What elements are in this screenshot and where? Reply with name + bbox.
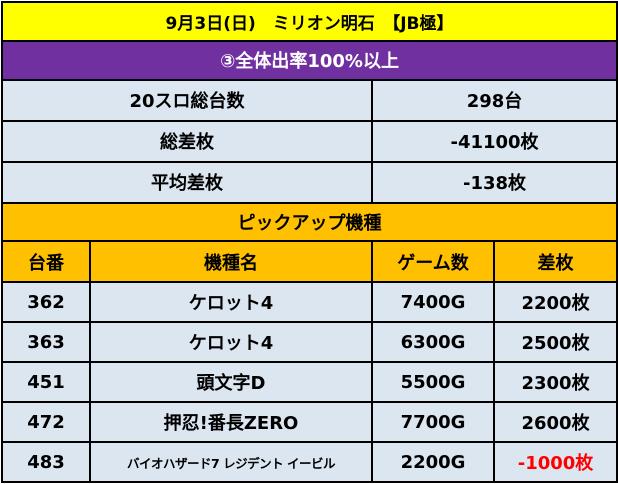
machine-number: 363 (1, 321, 91, 364)
game-count: 5500G (371, 361, 495, 404)
column-header-games: ゲーム数 (371, 240, 495, 284)
stat-label-total-machines: 20スロ総台数 (1, 78, 373, 122)
coin-diff: 2300枚 (492, 361, 618, 404)
column-header-machine: 機種名 (89, 240, 373, 284)
table-row: 483 バイオハザード7 レジデント イービル 2200G -1000枚 (1, 441, 618, 483)
machine-name: ケロット4 (89, 321, 373, 364)
event-row: ③全体出率100%以上 (0, 39, 618, 81)
table-row: 363 ケロット4 6300G 2500枚 (1, 321, 618, 364)
table-row: 362 ケロット4 7400G 2200枚 (1, 281, 618, 324)
stat-label-average-diff: 平均差枚 (1, 160, 373, 204)
coin-diff-negative: -1000枚 (492, 441, 618, 483)
coin-diff: 2200枚 (492, 281, 618, 324)
stat-row: 20スロ総台数 298台 (1, 78, 618, 122)
stat-label-total-diff: 総差枚 (1, 119, 373, 163)
machine-number: 472 (1, 401, 91, 444)
table-row: 472 押忍!番長ZERO 7700G 2600枚 (1, 401, 618, 444)
machine-number: 362 (1, 281, 91, 324)
machine-name: バイオハザード7 レジデント イービル (89, 441, 373, 483)
game-count: 7400G (371, 281, 495, 324)
page-title: 9月3日(日) ミリオン明石 【JB極】 (0, 1, 618, 42)
pickup-title: ピックアップ機種 (0, 201, 618, 243)
title-row: 9月3日(日) ミリオン明石 【JB極】 (0, 1, 618, 42)
game-count: 6300G (371, 321, 495, 364)
coin-diff: 2500枚 (492, 321, 618, 364)
stat-row: 総差枚 -41100枚 (1, 119, 618, 163)
event-label: ③全体出率100%以上 (0, 39, 618, 81)
column-header-row: 台番 機種名 ゲーム数 差枚 (1, 240, 618, 284)
stat-value-total-machines: 298台 (370, 78, 618, 122)
machine-number: 451 (1, 361, 91, 404)
game-count: 2200G (371, 441, 495, 483)
machine-name: 押忍!番長ZERO (89, 401, 373, 444)
coin-diff: 2600枚 (492, 401, 618, 444)
machine-name: 頭文字D (89, 361, 373, 404)
pickup-row: ピックアップ機種 (0, 201, 618, 243)
table-row: 451 頭文字D 5500G 2300枚 (1, 361, 618, 404)
stat-row: 平均差枚 -138枚 (1, 160, 618, 204)
stat-value-total-diff: -41100枚 (370, 119, 618, 163)
stat-value-average-diff: -138枚 (370, 160, 618, 204)
machine-name: ケロット4 (89, 281, 373, 324)
column-header-diff: 差枚 (492, 240, 618, 284)
game-count: 7700G (371, 401, 495, 444)
column-header-number: 台番 (1, 240, 91, 284)
machine-number: 483 (1, 441, 91, 483)
